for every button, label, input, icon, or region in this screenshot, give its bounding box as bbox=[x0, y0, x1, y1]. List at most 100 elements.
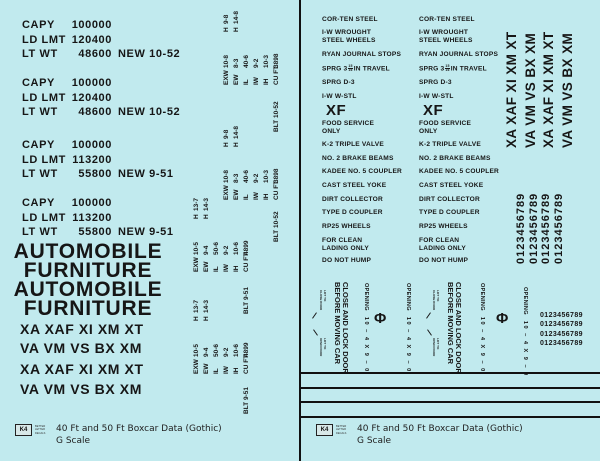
dimension-text: 9-8 bbox=[223, 129, 230, 139]
dimension-text: 9-4 bbox=[203, 245, 210, 255]
dimension-text: H bbox=[203, 214, 210, 219]
dimension-text: IW bbox=[253, 77, 260, 85]
stencil-item: TYPE D COUPLER bbox=[322, 209, 383, 217]
car-type-line: AUTOMOBILE bbox=[13, 240, 163, 263]
capacity-row: LT WT 48600 NEW 10-52 bbox=[22, 47, 180, 61]
dimension-text: EXW bbox=[193, 359, 200, 374]
sheet-scale: G Scale bbox=[56, 436, 91, 446]
spring-fraction: 15 16 bbox=[348, 64, 353, 72]
dimension-text: 10-5 bbox=[193, 241, 200, 255]
stencil-line: CAST STEEL YOKE bbox=[419, 182, 484, 189]
lock-door-notice: CLOSE AND LOCK DOOR BEFORE MOVING CAR bbox=[446, 282, 463, 374]
logo-word: DECALS bbox=[336, 431, 347, 435]
new-date: NEW 10-52 bbox=[118, 106, 181, 118]
dimension-text: 50-6 bbox=[213, 241, 220, 255]
stencil-item: CAST STEEL YOKE bbox=[322, 182, 386, 190]
reporting-mark-line: VA VM VS BX XM bbox=[522, 32, 538, 148]
built-date: BLT 10-52 bbox=[273, 211, 280, 242]
stencil-line: I-W W-STL bbox=[419, 93, 454, 100]
stencil-item: RYAN JOURNAL STOPS bbox=[419, 51, 498, 59]
lock-door-notice: CLOSE AND LOCK DOOR BEFORE MOVING CAR bbox=[333, 282, 350, 374]
capacity-row: CAPY 100000 bbox=[22, 18, 112, 32]
stencil-item: DIRT COLLECTOR bbox=[322, 196, 383, 204]
stencil-item: COR-TEN STEEL bbox=[419, 16, 475, 24]
capacity-row: CAPY 100000 bbox=[22, 196, 112, 210]
dimension-text: 9-2 bbox=[253, 173, 260, 183]
small-number-strip: 0123456789 bbox=[540, 330, 583, 338]
stencil-line: NO. 2 BRAKE BEAMS bbox=[322, 155, 394, 162]
dimension-text: 9-4 bbox=[203, 347, 210, 357]
stencil-line: RP25 WHEELS bbox=[322, 223, 371, 230]
lift-arrow-mark bbox=[426, 312, 431, 319]
stencil-item: I-W WROUGHT STEEL WHEELS bbox=[322, 29, 376, 45]
stencil-line: ONLY bbox=[322, 128, 341, 135]
lift-instruction: LIFT TO CLOSE DOOR bbox=[432, 290, 441, 311]
small-number-strip: 0123456789 bbox=[540, 339, 583, 347]
notice-line: BEFORE MOVING CAR bbox=[446, 282, 455, 365]
capacity-value: 120400 bbox=[71, 34, 112, 46]
capacity-row: LD LMT 113200 bbox=[22, 153, 112, 167]
dimension-row: IW 9-2 bbox=[252, 126, 262, 200]
logo-word: DECALS bbox=[35, 431, 46, 435]
car-type-line: FURNITURE bbox=[23, 259, 153, 282]
dimension-row: IL 50-6 bbox=[212, 198, 222, 272]
dimension-text: 9-2 bbox=[223, 245, 230, 255]
opening-label: OPENING bbox=[522, 287, 528, 315]
dimension-row: EW 8-3 H 14-8 bbox=[232, 11, 242, 85]
dimension-row: IH 10-6 bbox=[232, 198, 242, 272]
dimension-text: IH bbox=[233, 265, 240, 273]
dimension-text: 8-3 bbox=[233, 173, 240, 183]
dimension-row: IH 10-6 bbox=[232, 300, 242, 374]
dimension-text: 9-2 bbox=[253, 58, 260, 68]
opening-dimensions: 10 – 4 X 9 – 0 bbox=[479, 316, 485, 373]
lift-line: CLOSE DOOR bbox=[432, 290, 437, 311]
stencil-line: STEEL WHEELS bbox=[322, 37, 376, 44]
dimension-text: 8-3 bbox=[233, 58, 240, 68]
lift-arrow-mark bbox=[313, 329, 318, 336]
dimension-row: IH 10-3 bbox=[262, 11, 272, 85]
dimension-text: 10-6 bbox=[233, 241, 240, 255]
dimension-text: 13-7 bbox=[193, 299, 200, 313]
dimension-row: EW 9-4 H 14-3 bbox=[202, 300, 212, 374]
reporting-mark-line: XA XAF XI XM XT bbox=[20, 361, 144, 377]
stencil-item: SPRG D-3 bbox=[419, 79, 452, 87]
stencil-line: COR-TEN STEEL bbox=[419, 16, 475, 23]
capacity-label: CAPY bbox=[22, 197, 55, 209]
lift-line: LIFT TO bbox=[323, 338, 327, 350]
small-number-strip: 0123456789 bbox=[540, 312, 583, 319]
lift-line: LIFT TO bbox=[436, 290, 440, 302]
stencil-item: SPRG D-3 bbox=[322, 79, 355, 87]
dimension-text: 4899 bbox=[243, 342, 250, 357]
capacity-row: LD LMT 120400 bbox=[22, 91, 112, 105]
capacity-label: CAPY bbox=[22, 77, 55, 89]
dimension-row: IW 9-2 bbox=[222, 198, 232, 272]
stencil-item: FOR CLEAN LADING ONLY bbox=[322, 237, 369, 253]
capacity-value: 48600 bbox=[78, 48, 112, 60]
capacity-label: LD LMT bbox=[22, 92, 66, 104]
dimension-row: IL 50-6 bbox=[212, 300, 222, 374]
decal-stripe-line bbox=[300, 372, 600, 374]
dimension-text: IW bbox=[223, 264, 230, 272]
built-date: BLT 9-51 bbox=[243, 387, 250, 414]
capacity-value: 100000 bbox=[71, 77, 112, 89]
dimension-row: CU FT3898 bbox=[272, 126, 282, 200]
lift-line: LIFT TO bbox=[436, 338, 440, 350]
dimension-row: IW 9-2 bbox=[252, 11, 262, 85]
car-type-line: FURNITURE bbox=[23, 297, 153, 320]
dimension-text: 14-3 bbox=[203, 299, 210, 313]
stencil-line: RYAN JOURNAL STOPS bbox=[419, 51, 499, 58]
lift-arrow-mark bbox=[427, 329, 432, 336]
right-reporting-marks: XA XAF XI XM XT VA VM VS BX XM XA XAF XI… bbox=[503, 31, 578, 148]
stencil-item: I-W W-STL bbox=[322, 93, 357, 101]
stencil-line: RYAN JOURNAL STOPS bbox=[322, 51, 402, 58]
fraction-denominator: 16 bbox=[445, 68, 450, 72]
capacity-row: LT WT 55800 NEW 9-51 bbox=[22, 225, 173, 239]
logo-word: BETTER bbox=[336, 425, 347, 428]
small-number-strip: 0123456789 bbox=[540, 321, 583, 329]
stencil-item: K-2 TRIPLE VALVE bbox=[419, 141, 481, 149]
notice-line: BEFORE MOVING CAR bbox=[333, 282, 342, 365]
stencil-line: FOOD SERVICE bbox=[322, 120, 375, 127]
number-strip: 0123456789 bbox=[515, 192, 527, 264]
capacity-label: LT WT bbox=[22, 106, 58, 118]
dimension-text: EW bbox=[203, 363, 210, 374]
